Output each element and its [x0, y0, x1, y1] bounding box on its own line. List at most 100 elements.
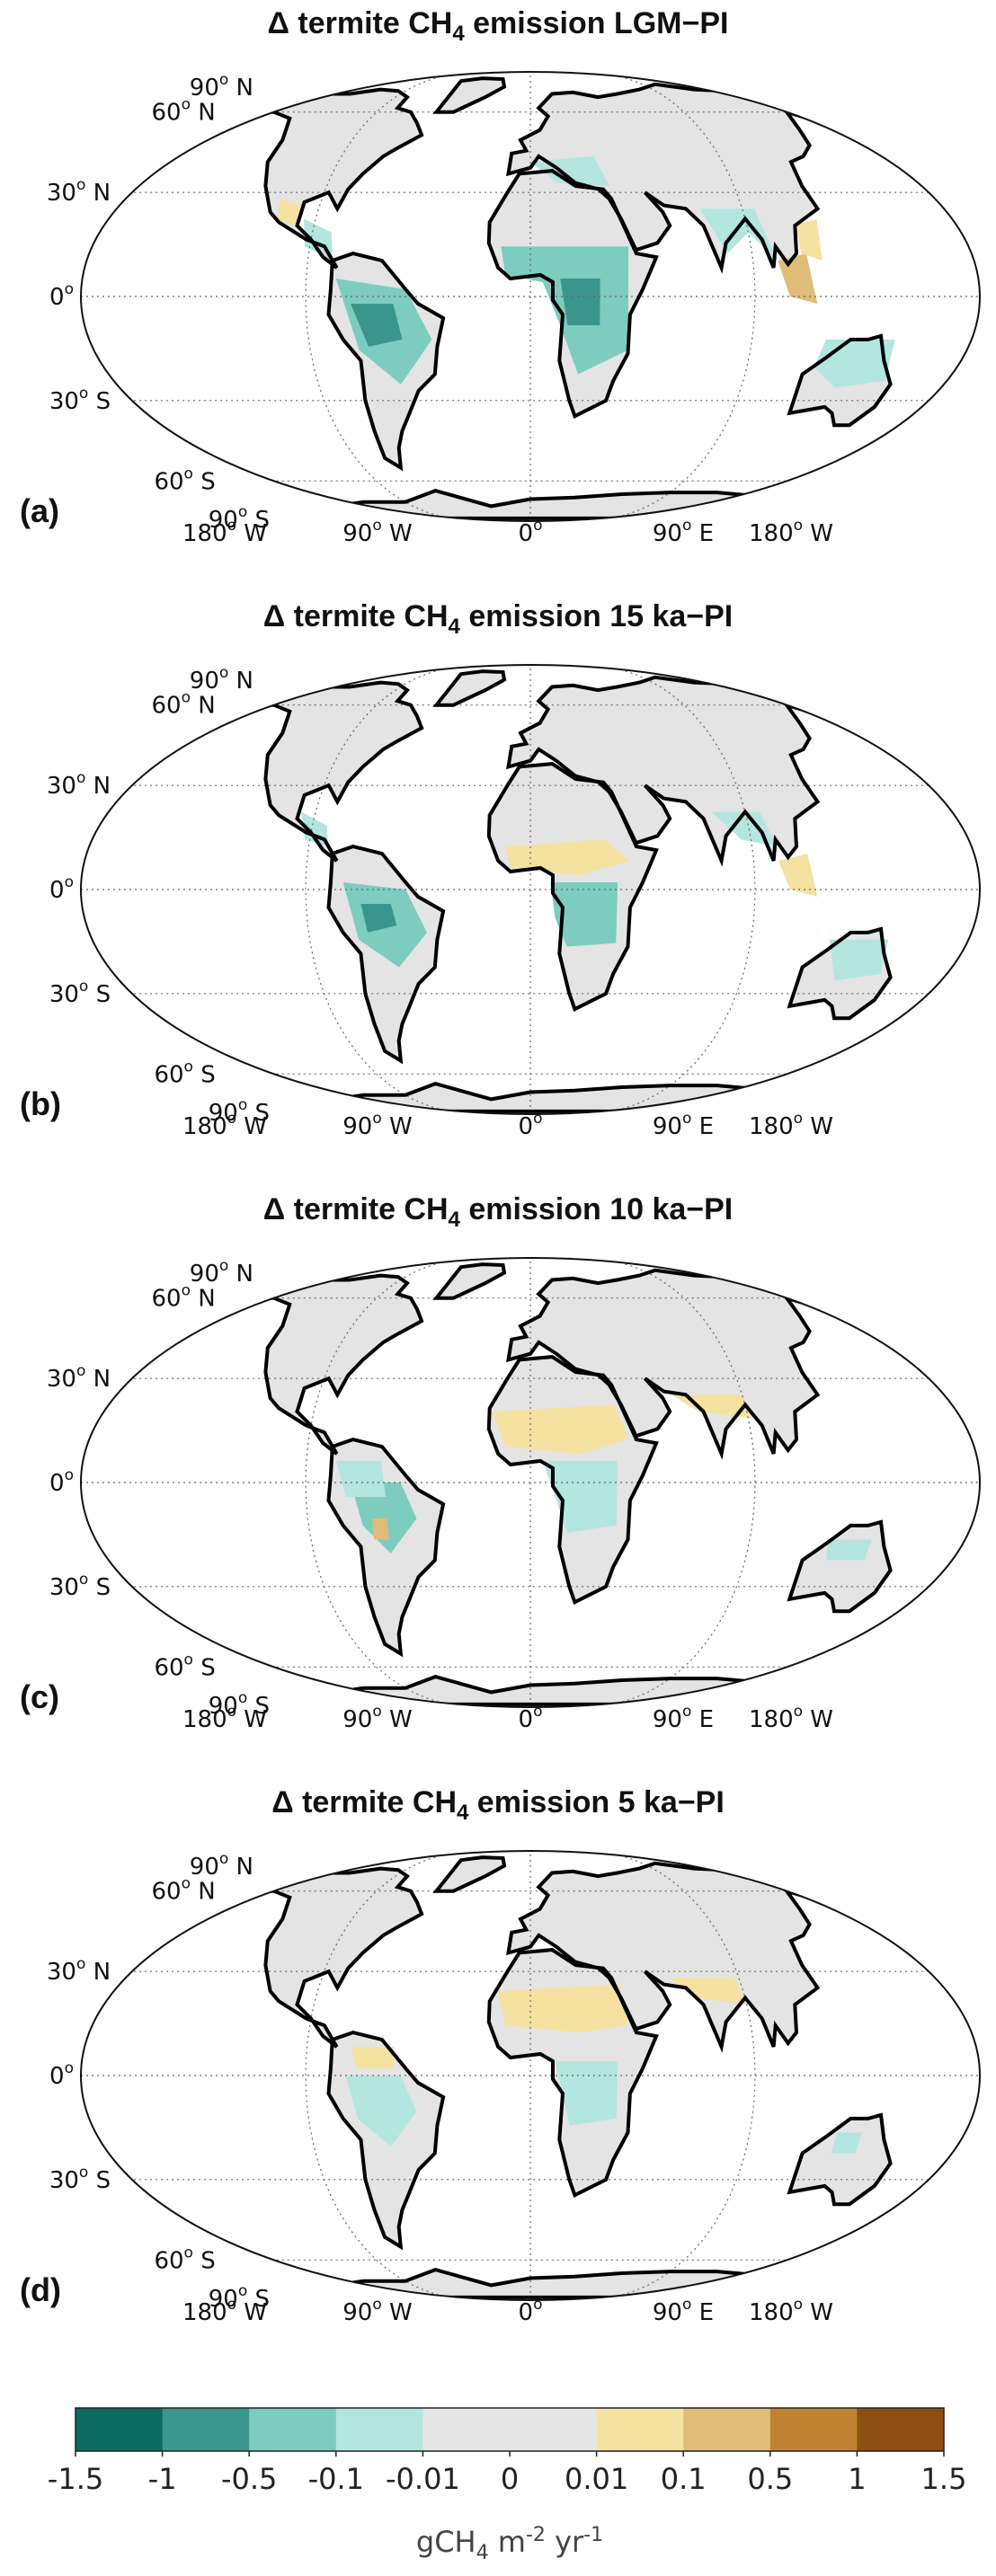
colorbar: -1.5 -1 -0.5 -0.1 -0.01 0 0.01 0.1 0.5 1 1.5 gCH4 m…: [0, 2372, 996, 2572]
anomaly-patch: [345, 2076, 417, 2147]
meridian-line: [305, 666, 455, 1113]
lon-label: 180o W: [749, 517, 833, 547]
map-panel-a: Δ termite CH4 emission LGM−PI 90o N 60o N…: [0, 0, 996, 593]
lon-label: 180o W: [182, 1110, 267, 1140]
lat-label: 60o S: [154, 1651, 215, 1681]
colorbar-tick-label: 0.1: [661, 2462, 707, 2496]
land-layer: [248, 1857, 891, 2297]
anomaly-patch: [351, 2047, 395, 2068]
coastlines: [247, 76, 893, 520]
colorbar-segment: [76, 2408, 164, 2451]
meridian-line: [606, 73, 756, 520]
anomaly-patch: [492, 1404, 629, 1454]
anomaly-patch: [560, 279, 600, 325]
panel-title: Δ termite CH4 emission LGM−PI: [267, 6, 729, 46]
lat-label: 30o S: [49, 978, 111, 1008]
panel-letter: (c): [20, 1678, 59, 1715]
colorbar-tick-label: 0.5: [747, 2462, 793, 2496]
graticule: [81, 666, 980, 1113]
lat-label: 60o S: [154, 1058, 215, 1088]
map-frame: [80, 71, 981, 522]
lat-label: 30o N: [47, 1362, 111, 1393]
lat-label: 0o: [49, 1466, 74, 1497]
lat-label: 30o S: [49, 2164, 111, 2194]
land-northAmerica: [248, 1275, 422, 1454]
map-panel-d: Δ termite CH4 emission 5 ka−PI 90o N 60o …: [0, 1779, 996, 2372]
colorbar-svg: -1.5 -1 -0.5 -0.1 -0.01 0 0.01 0.1 0.5 1 1.5 gCH4 m…: [48, 2407, 966, 2564]
lon-label: 90o W: [342, 1703, 412, 1733]
colorbar-segment: [683, 2408, 771, 2451]
anomaly-patch: [336, 1461, 387, 1497]
map-panel-c: Δ termite CH4 emission 10 ka−PI 90o N 60o…: [0, 1186, 996, 1779]
meridian-line: [305, 1852, 455, 2299]
colorbar-segment: [857, 2408, 945, 2451]
coastlines: [247, 669, 893, 1113]
lon-label: 0o: [519, 1110, 543, 1140]
meridian-line: [606, 1852, 756, 2299]
land-eurasia: [508, 84, 823, 268]
lon-label: 0o: [519, 517, 543, 547]
coastline-eurasia: [506, 82, 830, 274]
lat-label: 0o: [49, 873, 74, 904]
coastline-eurasia: [506, 1268, 830, 1460]
colorbar-segment: [422, 2408, 511, 2451]
coastline-africa: [486, 1355, 659, 1606]
land-australia: [789, 2114, 891, 2205]
lon-label: 0o: [519, 2296, 543, 2326]
lat-label: 90o N: [190, 1850, 253, 1881]
anomaly-patch: [831, 2132, 862, 2154]
anomaly-patch: [826, 1539, 872, 1561]
land-eurasia: [508, 677, 823, 861]
lon-label: 180o W: [749, 1703, 833, 1733]
coastline-australia: [787, 2112, 893, 2207]
land-greenland: [436, 1264, 504, 1298]
coastline-africa: [486, 762, 659, 1013]
lon-label: 90o E: [653, 1110, 714, 1140]
colorbar-tick-label: 1: [848, 2462, 866, 2496]
lon-label: 180o W: [749, 2296, 833, 2326]
anomaly-patch: [711, 811, 778, 847]
coastline-africa: [486, 1948, 659, 2199]
colorbar-segment: [510, 2408, 598, 2451]
lat-label: 90o N: [190, 71, 253, 102]
coastline-greenland: [432, 1855, 507, 1893]
colorbar-segment: [769, 2408, 858, 2451]
coastline-southAmerica: [326, 1438, 446, 1658]
anomaly-patch: [277, 199, 301, 226]
coastline-southAmerica: [326, 2031, 446, 2251]
anomaly-patch: [829, 939, 889, 981]
coastline-australia: [787, 1519, 893, 1614]
coastline-southAmerica: [326, 845, 446, 1065]
land-eurasia: [508, 1863, 823, 2047]
lat-label: 60o N: [152, 96, 216, 127]
coastline-eurasia: [506, 1861, 830, 2053]
colorbar-segment: [335, 2408, 423, 2451]
coastline-greenland: [432, 669, 507, 707]
colorbar-unit: gCH4 m-2 yr-1: [416, 2524, 603, 2564]
lon-label: 90o E: [653, 517, 714, 547]
colorbar-segment: [162, 2408, 250, 2451]
lat-label: 60o N: [152, 1875, 216, 1906]
land-northAmerica: [248, 682, 422, 861]
lon-label: 90o W: [342, 2296, 412, 2326]
colorbar-segment: [249, 2408, 337, 2451]
meridian-line: [606, 666, 756, 1113]
lon-label: 180o W: [182, 1703, 267, 1733]
lon-label: 90o E: [653, 1703, 714, 1733]
graticule: [81, 1259, 980, 1706]
lat-label: 30o N: [47, 769, 111, 800]
anomaly-patch: [497, 1984, 629, 2033]
lat-label: 90o N: [190, 1257, 253, 1288]
lon-label: 90o E: [653, 2296, 714, 2326]
colorbar-tick-label: -0.5: [221, 2462, 277, 2496]
lat-label: 30o S: [49, 1571, 111, 1601]
coastline-australia: [787, 333, 893, 428]
map-frame: [80, 1850, 981, 2301]
anomaly-patch: [505, 839, 630, 875]
coastline-northAmerica: [247, 1273, 424, 1456]
lat-label: 90o S: [209, 2282, 270, 2313]
anomaly-patch: [360, 904, 397, 933]
lat-label: 30o N: [47, 176, 111, 207]
lon-label: 180o W: [182, 517, 267, 547]
